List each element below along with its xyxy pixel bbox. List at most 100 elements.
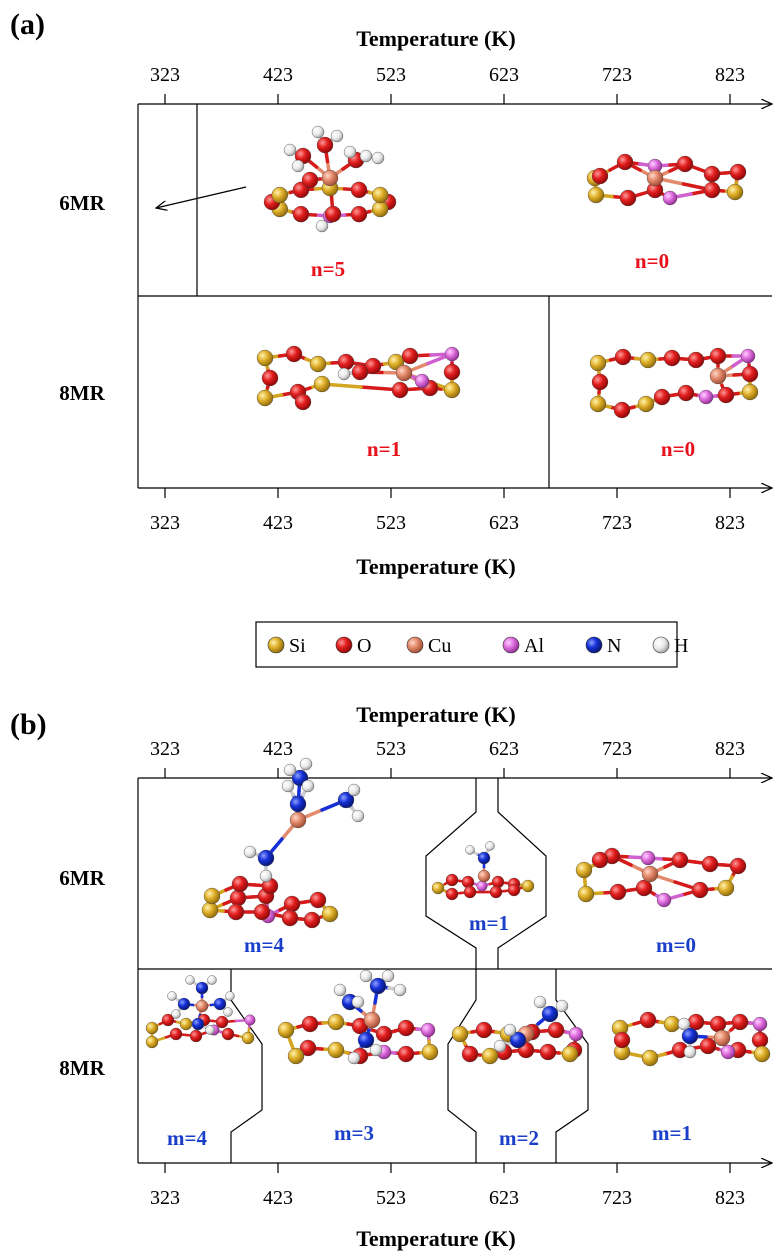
- atom-h: [301, 779, 315, 793]
- atom-o: [731, 1013, 749, 1031]
- atom-o: [215, 1015, 229, 1029]
- atom-si: [481, 1047, 499, 1065]
- atom-n: [195, 981, 209, 995]
- panel-a-top-axis-title: Temperature (K): [356, 26, 515, 51]
- atom-h: [291, 159, 305, 173]
- atom-o: [231, 875, 249, 893]
- legend-label-n: N: [607, 635, 621, 657]
- panel-a-frame: [137, 94, 772, 498]
- tick-label: 523: [376, 512, 406, 534]
- atom-o: [401, 347, 419, 365]
- panel-b-row-label-8mr: 8MR: [59, 1056, 105, 1080]
- atom-cu: [289, 811, 307, 829]
- atom-n: [357, 1031, 375, 1049]
- atom-h: [347, 1051, 361, 1065]
- atom-si: [431, 881, 445, 895]
- atom-cu: [713, 1029, 731, 1047]
- atom-si: [256, 389, 274, 407]
- atom-si: [241, 1031, 255, 1045]
- atom-cu: [321, 169, 339, 187]
- molecule-cu-nh3x3-8mr: [277, 969, 439, 1065]
- atom-o: [227, 903, 245, 921]
- legend: Si O Cu Al N H: [255, 621, 688, 668]
- atom-si: [443, 381, 461, 399]
- panel-a-row-label-8mr: 8MR: [59, 381, 105, 405]
- atom-si: [663, 1015, 681, 1033]
- atom-h: [381, 969, 395, 983]
- tick-label: 623: [489, 1187, 519, 1209]
- atom-o: [253, 903, 271, 921]
- tick-label: 323: [150, 64, 180, 86]
- panel-b-8mr-m2-inset-outline: [447, 969, 589, 1163]
- atom-si: [256, 349, 274, 367]
- atom-si: [521, 879, 535, 893]
- atom-o: [337, 353, 355, 371]
- atom-o: [350, 181, 368, 199]
- atom-h: [167, 991, 177, 1001]
- panel-a-top-ticks: 323 423 523 623 723 823: [150, 64, 745, 86]
- atom-n: [681, 1027, 699, 1045]
- atom-h: [351, 809, 365, 823]
- atom-al: [720, 1044, 736, 1060]
- atom-h: [533, 995, 547, 1009]
- atom-n: [191, 1017, 205, 1031]
- tick-label: 423: [263, 64, 293, 86]
- atom-o: [677, 384, 695, 402]
- atom-o: [299, 1039, 317, 1057]
- panel-b-bottom-ticks: 323 423 523 623 723 823: [150, 1187, 745, 1209]
- atom-o: [703, 165, 721, 183]
- legend-swatch-h: [652, 636, 670, 654]
- molecule-cu-bare-6mr-b: [575, 847, 747, 908]
- atom-o: [350, 205, 368, 223]
- atom-al: [420, 1022, 436, 1038]
- atom-o: [281, 909, 299, 927]
- panel-b-top-axis-title: Temperature (K): [356, 702, 515, 727]
- atom-si: [203, 887, 221, 905]
- atom-h: [343, 145, 357, 159]
- atom-o: [616, 153, 634, 171]
- atom-si: [313, 375, 331, 393]
- molecule-cu-bare-6mr: [586, 153, 747, 207]
- atom-si: [201, 901, 219, 919]
- atom-h: [351, 995, 365, 1009]
- panel-b-top-ticks: 323 423 523 623 723 823: [150, 738, 745, 760]
- tick-label: 623: [489, 738, 519, 760]
- atom-cu: [477, 869, 491, 883]
- atom-cu: [395, 364, 413, 382]
- atom-si: [179, 1017, 193, 1031]
- atom-h: [185, 975, 195, 985]
- atom-o: [397, 1045, 415, 1063]
- atom-h: [347, 783, 361, 797]
- molecule-cu-nh3x1-8mr: [611, 1011, 771, 1067]
- atom-o: [619, 189, 637, 207]
- atom-si: [561, 1045, 579, 1063]
- tick-label: 423: [263, 1187, 293, 1209]
- state-label: m=3: [334, 1121, 374, 1145]
- atom-o: [445, 887, 459, 901]
- atom-n: [369, 977, 387, 995]
- atom-o: [324, 205, 342, 223]
- panel-a-letter: (a): [10, 8, 45, 41]
- tick-label: 323: [150, 738, 180, 760]
- atom-h: [485, 841, 495, 851]
- atom-o: [161, 1013, 175, 1027]
- atom-o: [729, 163, 747, 181]
- atom-n: [477, 851, 491, 865]
- atom-al: [698, 389, 714, 405]
- atom-h: [259, 869, 273, 883]
- legend-swatch-cu: [406, 636, 424, 654]
- atom-h: [371, 151, 385, 165]
- atom-h: [205, 1025, 215, 1035]
- atom-o: [741, 365, 759, 383]
- molecule-cu-nh3x4-8mr: [145, 975, 256, 1049]
- atom-si: [309, 355, 327, 373]
- atom-si: [637, 395, 655, 413]
- state-label: m=4: [244, 933, 284, 957]
- atom-o: [609, 883, 627, 901]
- atom-h: [369, 1043, 383, 1057]
- atom-o: [507, 883, 521, 897]
- atom-si: [145, 1021, 159, 1035]
- legend-label-h: H: [674, 635, 688, 657]
- tick-label: 823: [715, 738, 745, 760]
